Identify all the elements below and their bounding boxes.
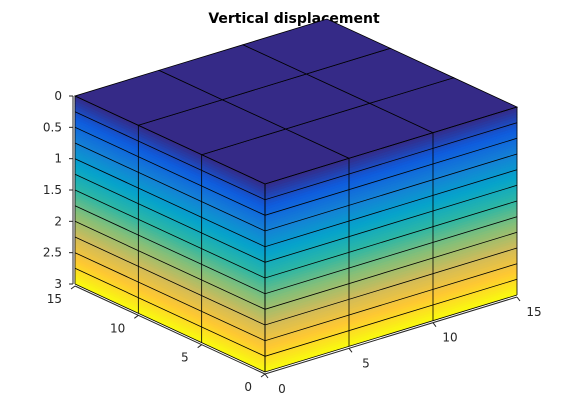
z-tick-label: 1.5 [43,183,62,197]
y-tick-mark [134,314,139,319]
y-tick-mark [260,373,266,378]
z-tick-label: 2.5 [43,246,62,260]
top-face-cell [241,18,392,75]
chart-title: Vertical displacement [208,11,380,27]
z-tick-label: 1 [54,152,62,166]
z-tick-label: 0 [54,89,62,103]
y-tick-mark [70,285,76,290]
y-tick-mark [197,344,202,349]
z-tick-label: 2 [54,214,62,228]
plot-axes: 0 5 10 15 0 5 10 15 0 0.5 1 1.5 2 2.5 3 [43,89,542,396]
plot-faces [73,18,519,373]
plot-cell-edges [74,95,518,373]
x-tick-label: 10 [442,331,457,345]
y-tick-label: 5 [181,351,189,365]
y-axis-line [74,285,266,375]
x-tick-mark [348,348,353,353]
x-tick-mark [264,373,269,379]
y-tick-label: 15 [47,292,62,306]
x-tick-mark [516,296,521,302]
y-tick-label: 0 [244,380,252,394]
x-tick-mark [432,322,437,327]
x-axis-line [264,296,518,375]
z-tick-label: 0.5 [43,120,62,134]
x-tick-label: 5 [362,356,370,370]
y-tick-label: 10 [110,321,125,335]
z-tick-label: 3 [54,277,62,291]
x-tick-label: 0 [278,382,286,396]
x-tick-label: 15 [526,305,541,319]
